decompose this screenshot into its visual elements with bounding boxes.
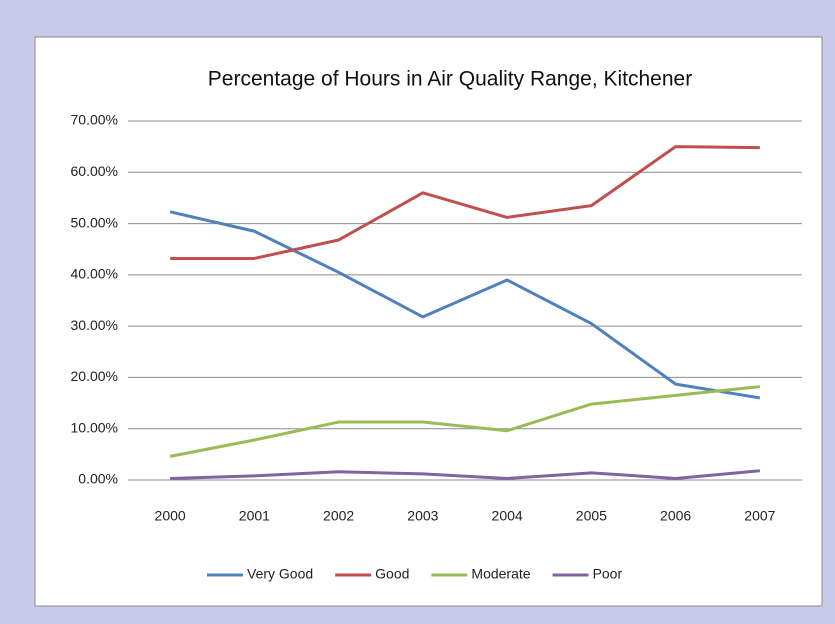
series-line — [170, 145, 760, 260]
series-line — [169, 385, 761, 458]
y-tick-label: 20.00% — [71, 368, 118, 384]
chart-title: Percentage of Hours in Air Quality Range… — [208, 68, 692, 91]
y-tick-label: 0.00% — [78, 471, 118, 487]
y-tick-label: 50.00% — [71, 214, 118, 230]
chart-area — [34, 36, 823, 607]
x-tick-label: 2002 — [323, 508, 354, 524]
y-tick-label: 40.00% — [71, 266, 118, 282]
x-tick-label: 2004 — [492, 508, 523, 524]
y-tick-label: 30.00% — [71, 317, 118, 333]
x-tick-label: 2007 — [744, 508, 775, 524]
x-tick-label: 2003 — [407, 508, 438, 524]
series-line — [170, 469, 761, 480]
x-tick-label: 2006 — [660, 508, 691, 524]
legend-label: Very Good — [247, 566, 313, 582]
x-tick-label: 2001 — [239, 508, 270, 524]
x-tick-label: 2000 — [155, 508, 186, 524]
legend-label: Moderate — [471, 566, 530, 582]
y-tick-label: 70.00% — [71, 112, 118, 128]
legend-label: Good — [375, 566, 409, 582]
x-tick-label: 2005 — [576, 508, 607, 524]
legend-label: Poor — [593, 566, 623, 582]
y-tick-label: 10.00% — [71, 419, 118, 435]
y-tick-label: 60.00% — [71, 163, 118, 179]
series-line — [169, 210, 761, 400]
